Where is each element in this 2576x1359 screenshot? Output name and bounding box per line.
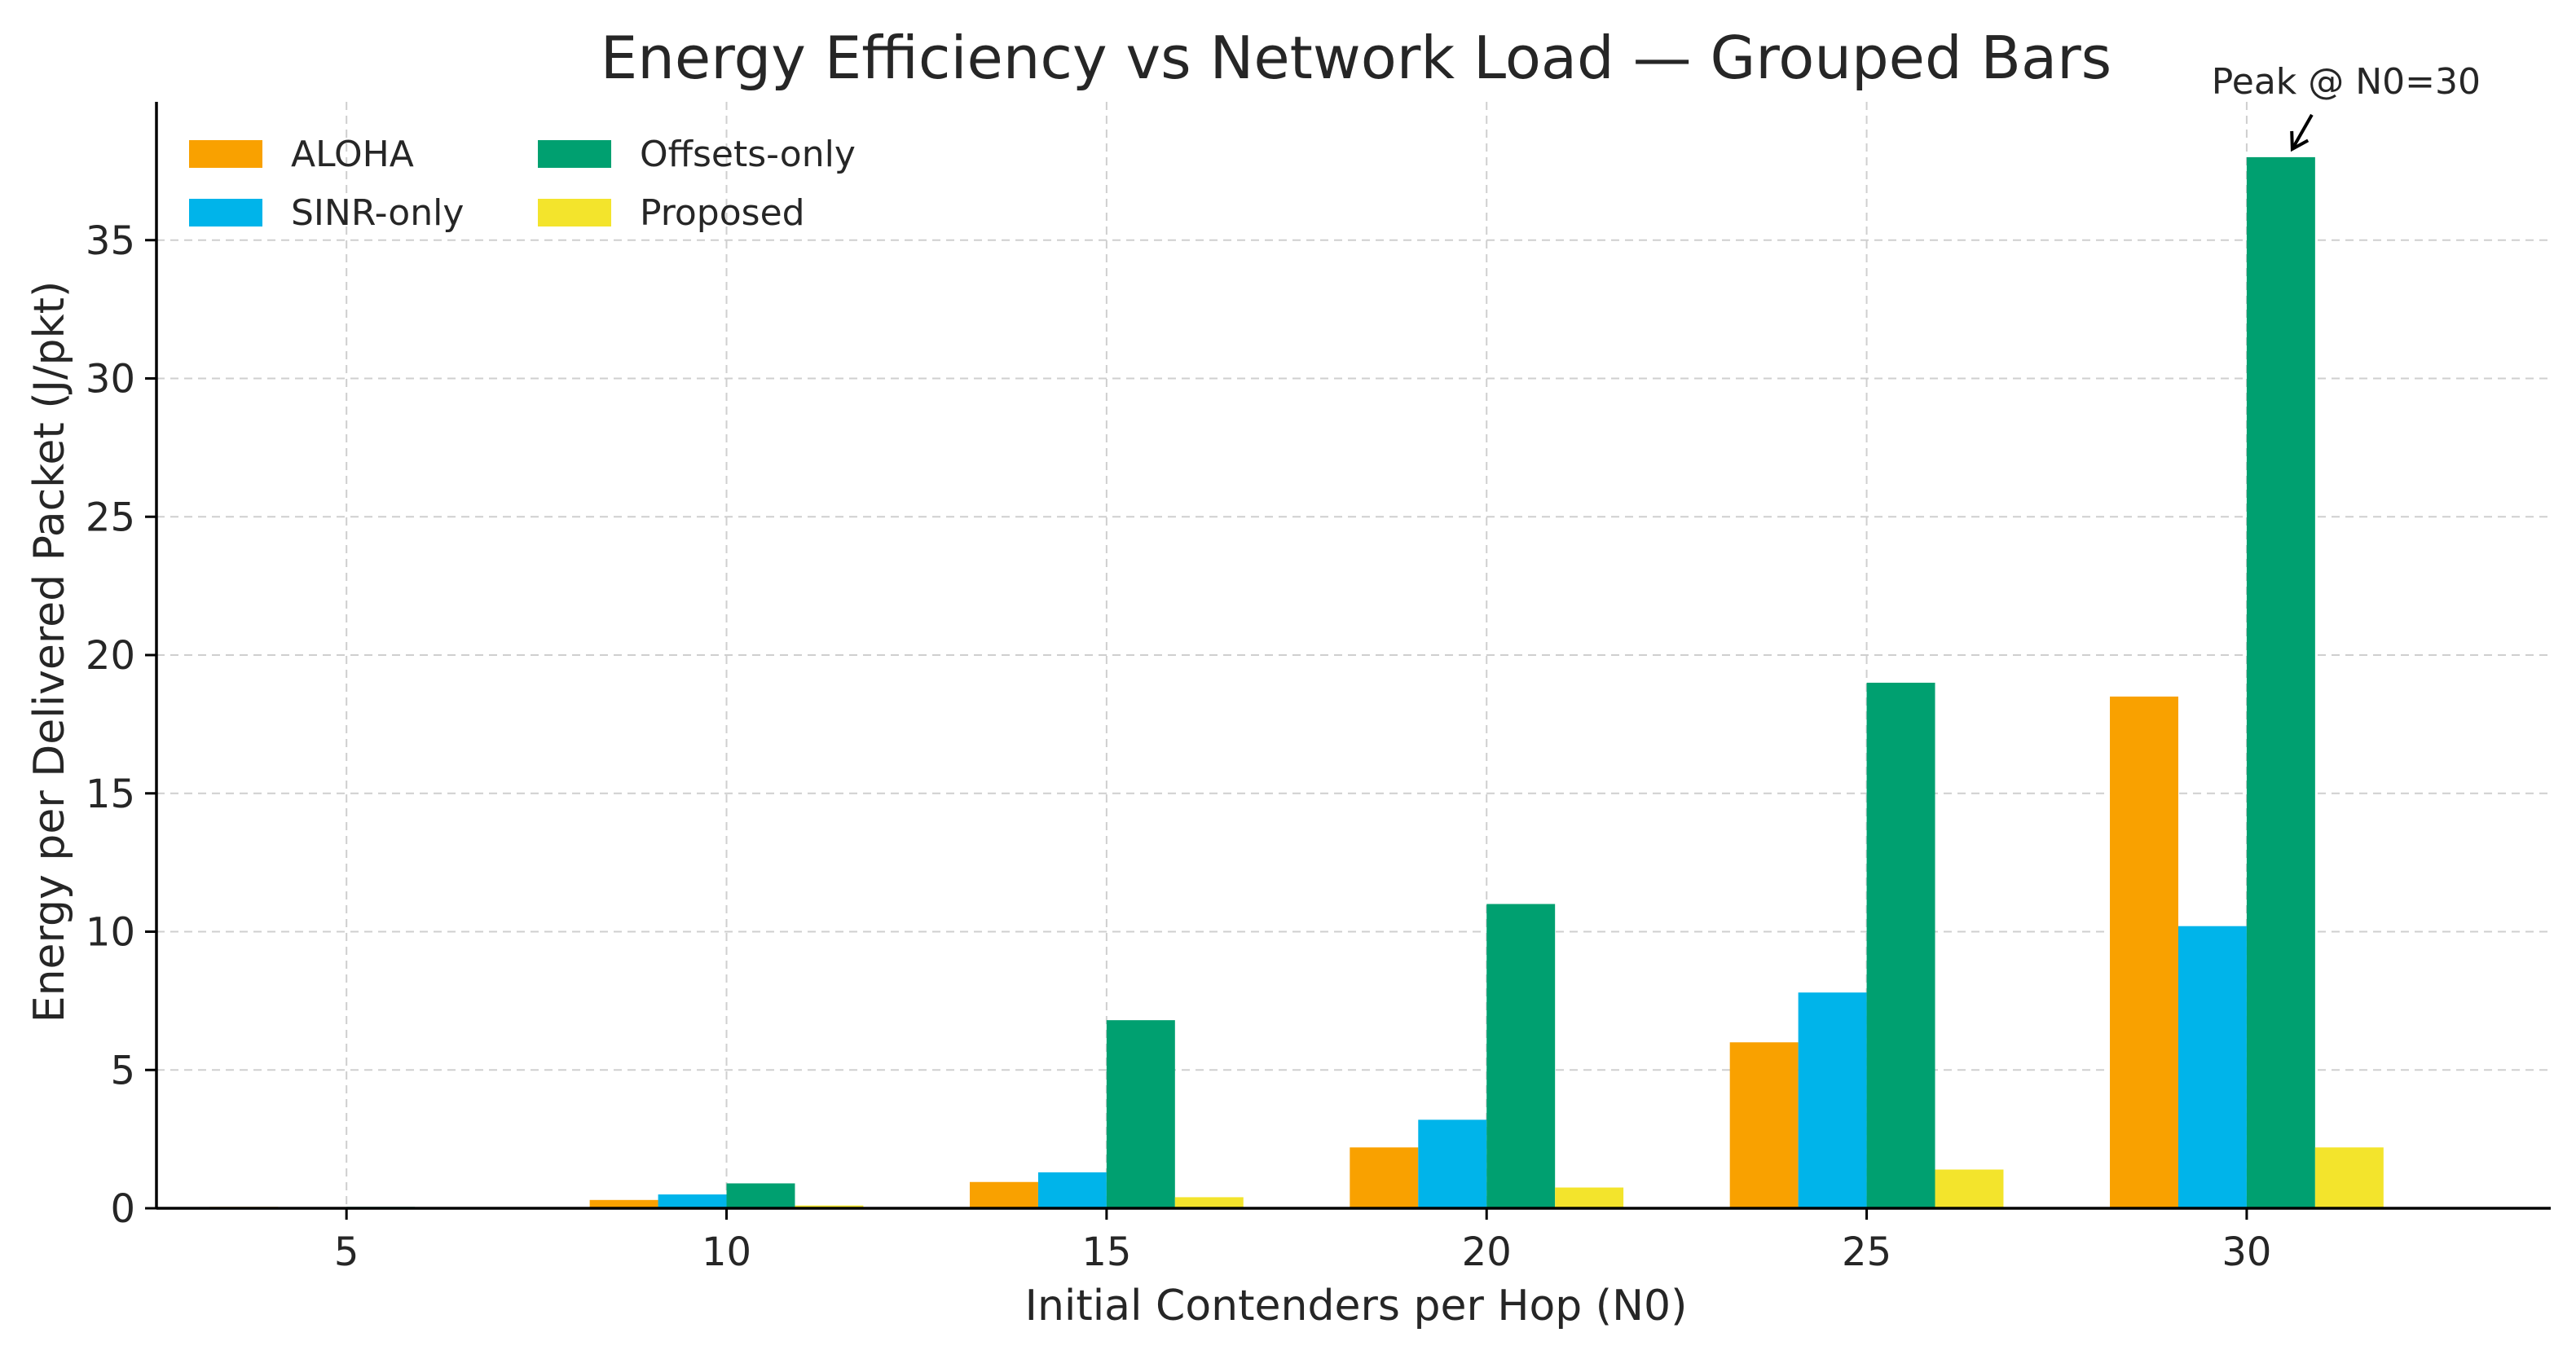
bars-layer [209,156,2384,1208]
bar-offsets-only-20 [1486,904,1556,1208]
legend-swatch [538,199,611,226]
legend-label: Proposed [640,192,805,234]
y-tick-label: 35 [86,218,135,264]
x-tick-label: 10 [702,1229,751,1275]
chart-title: Energy Efficiency vs Network Load — Grou… [601,24,2111,92]
bar-proposed-25 [1935,1169,2004,1208]
axes-layer: 0 5 10 15 20 25 30 35 5 10 15 20 25 30 [86,102,2551,1275]
legend-item-sinr-only: SINR-only [189,192,464,234]
bar-aloha-30 [2110,696,2178,1208]
y-tick-label: 25 [86,495,135,540]
legend-swatch [189,140,262,168]
annotation-arrow [2291,113,2314,150]
bar-proposed-30 [2314,1147,2384,1208]
bar-aloha-10 [589,1199,658,1208]
legend-label: SINR-only [291,192,464,234]
legend-label: Offsets-only [640,134,856,175]
bar-sinr-only-15 [1037,1172,1107,1208]
bar-offsets-only-15 [1106,1020,1175,1208]
y-tick-label: 0 [110,1186,135,1232]
bar-sinr-only-25 [1798,992,1867,1208]
series-sinr-only [278,926,2247,1208]
bar-proposed-15 [1174,1197,1244,1208]
series-aloha [209,696,2178,1208]
annotation-arrowhead [2290,130,2310,152]
legend: ALOHA SINR-only Offsets-only Proposed [189,134,856,234]
y-axis-label: Energy per Delivered Packet (J/pkt) [25,281,74,1023]
x-axis-label: Initial Contenders per Hop (N0) [1025,1282,1688,1330]
bar-aloha-15 [969,1181,1038,1208]
y-tick-label: 30 [86,357,135,402]
y-tick-label: 15 [86,772,135,817]
y-tick-label: 10 [86,910,135,956]
bar-offsets-only-30 [2246,156,2315,1208]
bar-aloha-20 [1350,1147,1419,1208]
y-tick-label: 5 [110,1048,135,1093]
x-tick-label: 15 [1081,1229,1131,1275]
x-tick-label: 20 [1462,1229,1512,1275]
annotation-text: Peak @ N0=30 [2212,61,2481,103]
bar-proposed-20 [1555,1187,1624,1208]
annotation: Peak @ N0=30 [2212,61,2481,152]
legend-swatch [189,199,262,226]
legend-item-offsets-only: Offsets-only [538,134,856,175]
bar-offsets-only-10 [726,1183,795,1208]
x-tick-label: 25 [1842,1229,1891,1275]
series-offsets-only [346,156,2315,1208]
bar-sinr-only-20 [1418,1119,1487,1208]
legend-item-aloha: ALOHA [189,134,414,175]
legend-item-proposed: Proposed [538,192,805,234]
bar-offsets-only-25 [1866,682,1935,1208]
y-tick-label: 20 [86,633,135,679]
bar-sinr-only-10 [658,1194,727,1208]
x-tick-label: 5 [334,1229,359,1275]
bar-sinr-only-30 [2177,926,2247,1208]
series-proposed [415,1147,2384,1208]
x-tick-label: 30 [2222,1229,2271,1275]
legend-swatch [538,140,611,168]
legend-label: ALOHA [291,134,414,175]
bar-aloha-25 [1729,1042,1799,1208]
